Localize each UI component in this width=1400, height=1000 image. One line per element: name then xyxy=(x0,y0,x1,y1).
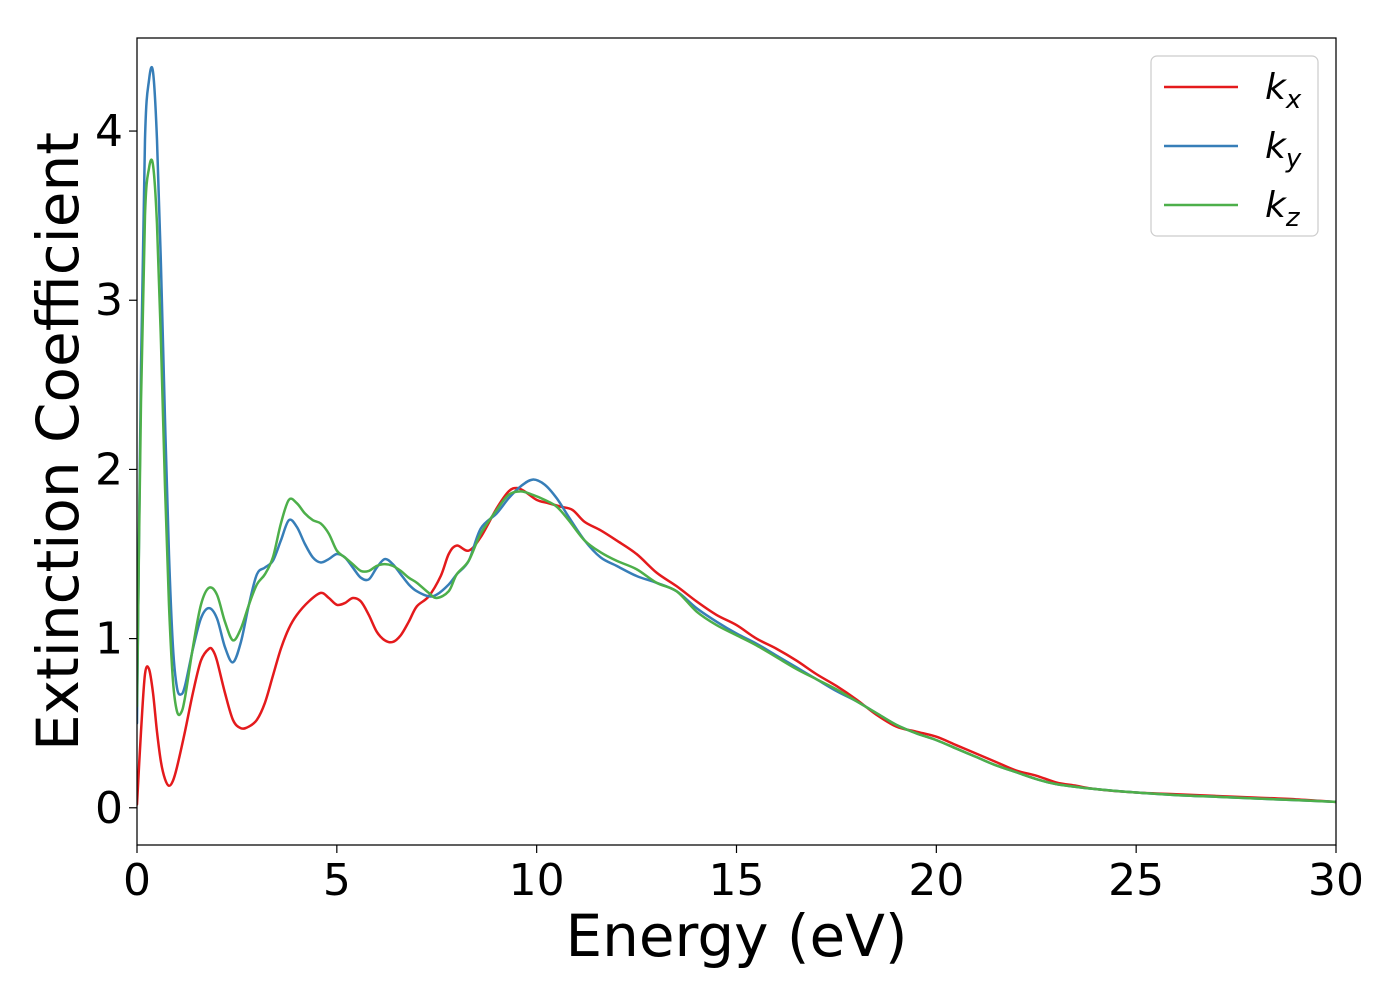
x-tick-label: 15 xyxy=(709,855,765,906)
legend-label-x: kx xyxy=(1265,67,1302,115)
x-tick-label: 20 xyxy=(908,855,964,906)
legend-label-y: ky xyxy=(1265,126,1302,174)
y-axis-label: Extinction Coefficient xyxy=(24,132,92,751)
y-tick-label: 2 xyxy=(95,444,123,495)
legend-subscript-y: y xyxy=(1285,144,1302,174)
x-tick-label: 0 xyxy=(123,855,151,906)
x-tick-label: 30 xyxy=(1308,855,1364,906)
y-axis-ticks: 0 1 2 3 4 xyxy=(95,106,137,834)
x-tick-label: 25 xyxy=(1108,855,1164,906)
legend-subscript-x: x xyxy=(1285,85,1302,115)
y-tick-label: 4 xyxy=(95,106,123,157)
y-tick-label: 0 xyxy=(95,783,123,834)
y-tick-label: 1 xyxy=(95,614,123,665)
series-line-z xyxy=(137,158,1336,804)
x-tick-label: 10 xyxy=(509,855,565,906)
y-tick-label: 3 xyxy=(95,275,123,326)
series-line-x xyxy=(137,486,1336,806)
series-layer xyxy=(137,65,1336,806)
x-axis-label: Energy (eV) xyxy=(565,902,907,970)
legend-subscript-z: z xyxy=(1285,203,1301,233)
x-axis-ticks: 0 5 10 15 20 25 30 xyxy=(123,845,1364,906)
x-tick-label: 5 xyxy=(323,855,351,906)
